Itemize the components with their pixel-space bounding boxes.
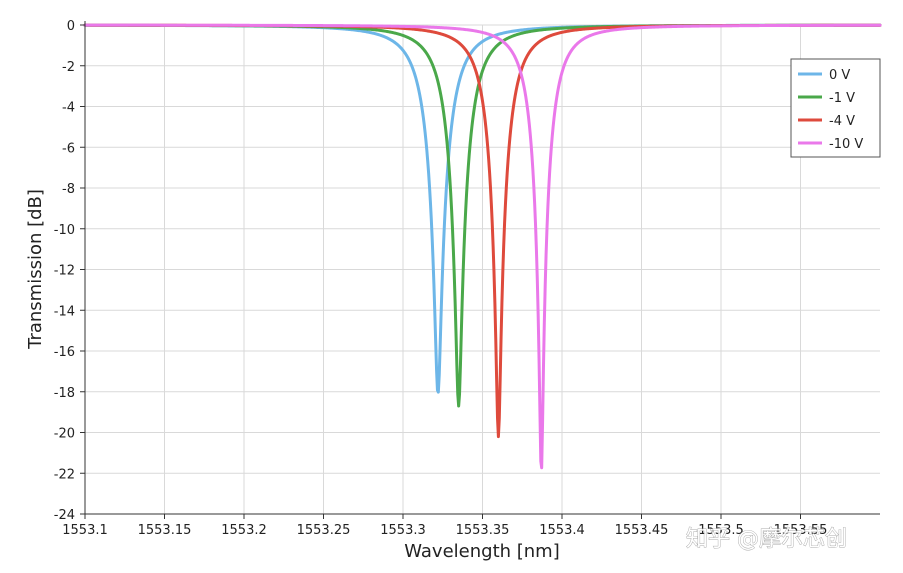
y-tick-label-11: -22 [54,467,75,482]
x-tick-label-9: 1553.55 [774,523,828,538]
legend-label-2: -4 V [829,114,855,129]
y-axis-ticks: 0 -2 -4 -6 -8 -10 -12 -14 -16 -18 -20 -22 -24 [54,19,85,523]
x-tick-label-2: 1553.2 [221,523,267,538]
x-tick-label-1: 1553.15 [138,523,192,538]
y-tick-label-0: 0 [67,19,75,34]
x-axis-ticks: 1553.1 1553.15 1553.2 1553.25 1553.3 1553.35 1… [62,514,827,538]
series-line-3 [83,23,882,470]
y-tick-label-12: -24 [54,508,75,523]
x-tick-label-0: 1553.1 [62,523,108,538]
x-tick-label-8: 1553.5 [698,523,744,538]
y-tick-label-5: -10 [54,223,75,238]
y-axis-title: Transmission [dB] [25,189,46,350]
watermark: 知乎 @摩尔芯创 [686,527,847,552]
legend-label-3: -10 V [829,137,863,152]
y-tick-label-7: -14 [54,304,75,319]
legend-label-1: -1 V [829,91,855,106]
x-tick-label-3: 1553.25 [297,523,351,538]
x-tick-label-4: 1553.3 [380,523,426,538]
y-tick-label-6: -12 [54,264,75,279]
y-tick-label-3: -6 [62,141,75,156]
legend-label-0: 0 V [829,68,850,83]
y-tick-label-8: -16 [54,345,75,360]
y-tick-label-1: -2 [62,60,75,75]
series-lines [83,23,882,470]
y-tick-label-4: -8 [62,182,75,197]
x-tick-label-6: 1553.4 [539,523,585,538]
y-tick-label-10: -20 [54,427,75,442]
x-axis-title: Wavelength [nm] [404,541,560,562]
y-tick-label-9: -18 [54,386,75,401]
legend: 0 V -1 V -4 V -10 V [790,58,881,158]
y-tick-label-2: -4 [62,101,75,116]
x-tick-label-5: 1553.35 [456,523,510,538]
x-tick-label-7: 1553.45 [615,523,669,538]
